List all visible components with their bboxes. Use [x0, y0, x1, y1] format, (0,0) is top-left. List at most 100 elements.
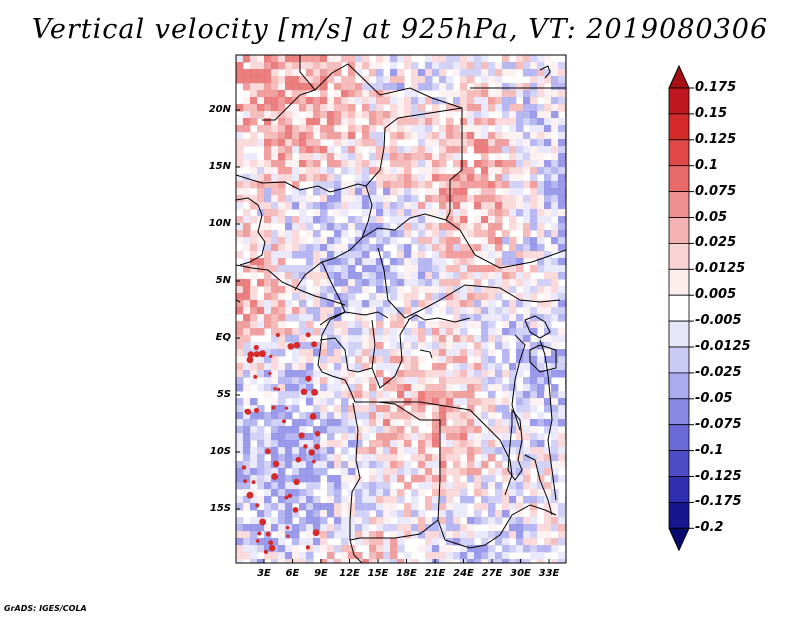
field-cell — [348, 97, 356, 105]
field-cell — [376, 139, 384, 147]
field-cell — [299, 342, 307, 350]
field-cell — [264, 440, 272, 448]
field-cell — [495, 538, 503, 546]
field-cell — [404, 307, 412, 315]
field-cell — [530, 209, 538, 217]
field-cell — [404, 209, 412, 217]
field-cell — [432, 251, 440, 259]
lat-label: 5S — [216, 389, 231, 400]
field-cell — [446, 531, 454, 539]
field-cell — [544, 363, 552, 371]
field-cell — [516, 244, 524, 252]
field-cell — [285, 552, 293, 560]
field-cell — [432, 412, 440, 420]
field-cell — [411, 468, 419, 476]
field-cell — [341, 328, 349, 336]
field-cell — [530, 160, 538, 168]
field-cell — [558, 139, 566, 147]
field-cell — [467, 468, 475, 476]
field-cell — [432, 342, 440, 350]
field-cell — [425, 552, 433, 560]
field-cell — [285, 153, 293, 161]
field-cell — [383, 510, 391, 518]
field-cell — [397, 370, 405, 378]
field-cell — [369, 517, 377, 525]
field-cell — [502, 440, 510, 448]
field-cell — [425, 118, 433, 126]
field-cell — [397, 412, 405, 420]
field-cell — [320, 349, 328, 357]
field-cell — [481, 447, 489, 455]
field-cell — [278, 111, 286, 119]
field-cell — [467, 104, 475, 112]
field-cell — [551, 391, 559, 399]
field-cell — [446, 447, 454, 455]
field-cell — [306, 461, 314, 469]
field-cell — [558, 419, 566, 427]
field-cell — [509, 272, 517, 280]
field-cell — [432, 370, 440, 378]
field-cell — [250, 538, 258, 546]
field-cell — [376, 356, 384, 364]
field-cell — [439, 482, 447, 490]
field-cell — [502, 349, 510, 357]
field-cell — [467, 97, 475, 105]
field-cell — [334, 55, 342, 63]
field-cell — [264, 139, 272, 147]
field-cell — [523, 167, 531, 175]
field-cell — [313, 139, 321, 147]
field-cell — [306, 258, 314, 266]
field-cell — [488, 370, 496, 378]
field-cell — [551, 398, 559, 406]
field-cell — [404, 230, 412, 238]
field-cell — [418, 300, 426, 308]
field-cell — [418, 468, 426, 476]
field-cell — [467, 286, 475, 294]
field-cell — [502, 391, 510, 399]
field-spot — [269, 354, 273, 359]
field-cell — [250, 83, 258, 91]
field-cell — [313, 237, 321, 245]
field-cell — [516, 482, 524, 490]
field-cell — [320, 188, 328, 196]
field-cell — [481, 293, 489, 301]
field-cell — [341, 517, 349, 525]
field-cell — [348, 503, 356, 511]
field-cell — [411, 251, 419, 259]
field-cell — [418, 216, 426, 224]
field-cell — [264, 174, 272, 182]
field-cell — [369, 307, 377, 315]
field-cell — [320, 510, 328, 518]
field-cell — [411, 300, 419, 308]
field-cell — [383, 454, 391, 462]
field-cell — [523, 69, 531, 77]
field-cell — [467, 335, 475, 343]
field-cell — [439, 545, 447, 553]
field-cell — [390, 111, 398, 119]
field-cell — [446, 55, 454, 63]
field-cell — [306, 223, 314, 231]
field-cell — [355, 384, 363, 392]
field-cell — [341, 433, 349, 441]
field-cell — [404, 55, 412, 63]
field-cell — [341, 118, 349, 126]
field-cell — [243, 440, 251, 448]
field-cell — [537, 461, 545, 469]
field-cell — [320, 125, 328, 133]
field-cell — [474, 293, 482, 301]
field-cell — [236, 272, 244, 280]
field-cell — [418, 482, 426, 490]
field-cell — [250, 349, 258, 357]
field-cell — [383, 419, 391, 427]
field-cell — [558, 167, 566, 175]
field-cell — [544, 300, 552, 308]
field-cell — [446, 496, 454, 504]
field-cell — [271, 559, 279, 563]
field-cell — [383, 363, 391, 371]
field-cell — [236, 202, 244, 210]
field-cell — [362, 489, 370, 497]
field-cell — [355, 300, 363, 308]
field-cell — [250, 454, 258, 462]
field-cell — [502, 321, 510, 329]
field-cell — [544, 216, 552, 224]
